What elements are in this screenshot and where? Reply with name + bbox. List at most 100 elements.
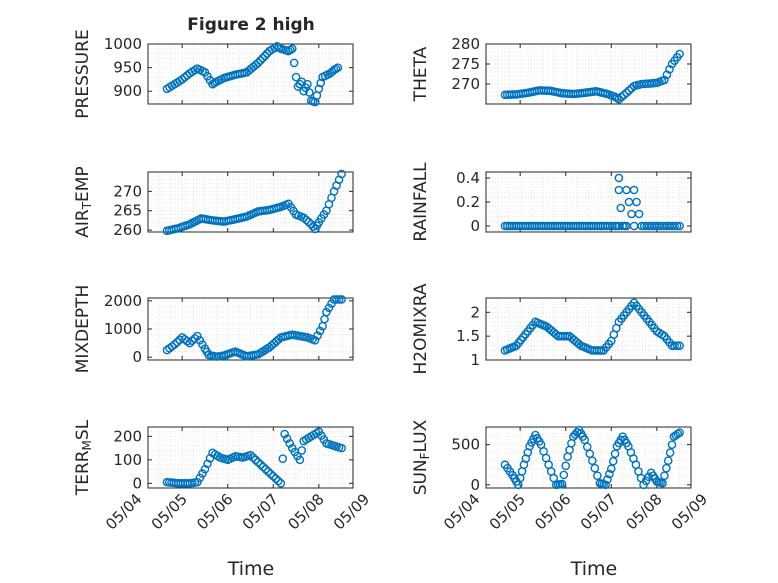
data-point: [304, 217, 314, 227]
data-point: [667, 440, 677, 449]
data-point: [617, 92, 626, 102]
data-point: [297, 446, 307, 455]
data-point: [672, 221, 682, 231]
data-point: [605, 469, 614, 479]
data-point: [614, 94, 624, 104]
y-tick-label: 275: [451, 55, 480, 73]
data-point: [299, 213, 308, 222]
data-point: [268, 471, 278, 481]
x-axis-label-right: Time: [570, 558, 618, 580]
data-point: [316, 78, 326, 88]
y-tick-label: 280: [451, 35, 480, 53]
y-axis-label: AIRTEMP: [73, 166, 94, 237]
x-axis-label-left: Time: [227, 558, 275, 580]
data-point: [603, 475, 612, 484]
data-point: [333, 63, 343, 72]
data-point: [590, 463, 600, 473]
data-point: [295, 455, 305, 465]
data-point: [274, 476, 283, 486]
y-axis-label: SUNFLUX: [411, 419, 432, 495]
y-tick-label: 2: [470, 303, 480, 321]
data-point: [608, 456, 618, 466]
y-tick-label: 1: [470, 351, 480, 369]
subplot-4: 0 0.2 0.4 RAINFALL: [411, 162, 692, 242]
y-axis-label: PRESSURE: [73, 29, 93, 118]
data-point: [612, 93, 622, 103]
data-point: [601, 480, 610, 490]
data-point: [593, 471, 602, 480]
y-axis-label: TERRMSL: [73, 419, 94, 496]
data-point: [278, 454, 288, 463]
data-point: [256, 56, 265, 65]
y-tick-label: 200: [113, 427, 142, 445]
y-tick-label: 260: [113, 221, 142, 239]
data-point: [260, 51, 270, 61]
data-point: [314, 84, 324, 94]
data-point: [337, 295, 346, 304]
data-point: [675, 49, 684, 59]
data-point: [660, 471, 669, 480]
axes-box: [485, 43, 692, 105]
y-tick-label: 500: [451, 436, 480, 454]
data-point: [675, 341, 684, 350]
data-point: [251, 60, 261, 70]
y-tick-label: 1.5: [456, 327, 480, 345]
y-tick-label: 100: [113, 451, 142, 469]
subplot-2: 270 275 280 THETA: [411, 35, 692, 105]
data-point: [289, 58, 299, 68]
data-point: [195, 473, 205, 483]
data-point: [172, 337, 182, 347]
data-point: [337, 169, 346, 179]
figure-title: Figure 2 high: [187, 15, 315, 35]
data-point: [308, 222, 318, 231]
data-point: [614, 173, 624, 183]
data-point: [327, 299, 336, 308]
data-point: [256, 460, 265, 469]
data-point: [324, 303, 334, 313]
data-point: [587, 456, 597, 466]
data-point: [572, 428, 582, 437]
y-tick-label: 1000: [104, 320, 142, 338]
data-point: [198, 469, 207, 478]
data-point: [332, 295, 341, 304]
y-tick-label: 270: [451, 75, 480, 93]
data-point: [670, 221, 679, 231]
data-point: [561, 461, 571, 471]
data-point: [251, 455, 260, 465]
y-axis-label: H2OMIXRA: [411, 283, 431, 374]
data-point: [198, 340, 207, 349]
data-point: [280, 429, 289, 439]
data-point: [315, 326, 325, 336]
data-point: [276, 479, 286, 488]
data-point: [675, 428, 684, 437]
y-tick-label: 950: [113, 59, 142, 77]
data-point: [658, 478, 667, 488]
y-tick-label: 0: [470, 217, 480, 235]
y-axis-label: THETA: [411, 46, 431, 102]
data-point: [670, 341, 679, 350]
y-tick-label: 0.2: [456, 193, 480, 211]
data-point: [632, 197, 641, 207]
y-tick-label: 0: [132, 348, 142, 366]
data-point: [287, 44, 297, 54]
data-point: [291, 72, 301, 82]
data-point: [261, 464, 270, 474]
data-point: [253, 58, 263, 68]
data-point: [610, 449, 620, 459]
data-point: [274, 335, 283, 344]
data-point: [195, 335, 205, 345]
data-point: [282, 434, 292, 444]
data-point: [271, 474, 281, 483]
data-point: [258, 462, 268, 472]
data-point: [662, 463, 671, 473]
axes-box: [147, 426, 354, 489]
y-tick-label: 0: [470, 476, 480, 494]
y-tick-label: 0: [132, 474, 142, 492]
data-point: [624, 86, 634, 95]
axes-box: [485, 297, 692, 361]
data-point: [616, 203, 626, 213]
data-point: [190, 334, 200, 343]
data-point: [675, 221, 684, 231]
data-point: [622, 88, 631, 98]
